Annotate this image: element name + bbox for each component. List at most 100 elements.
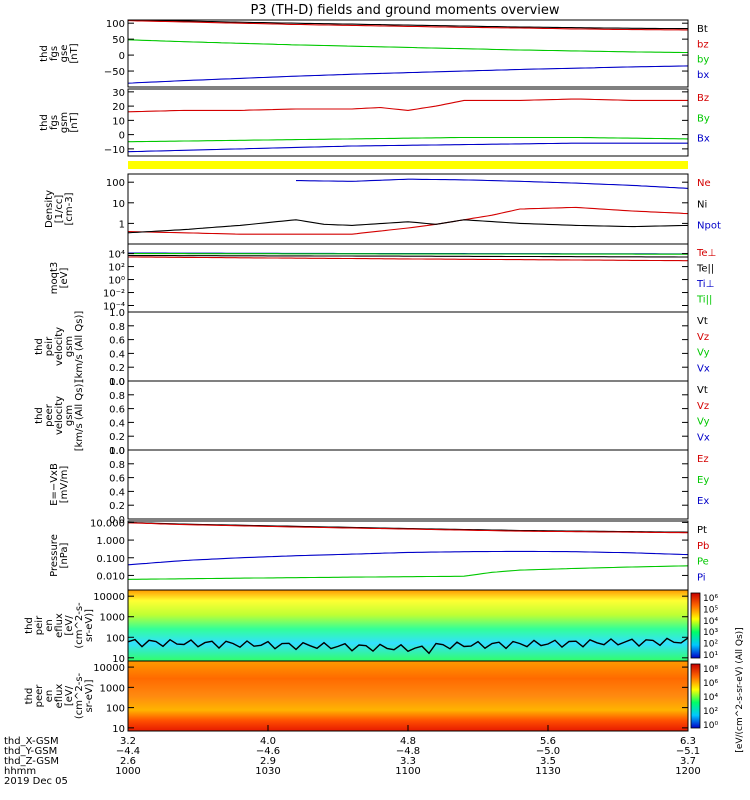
y-axis-label: gsm	[64, 405, 75, 426]
x-tick-label: −4.8	[396, 746, 420, 757]
y-tick-label: 0.010	[96, 571, 125, 582]
y-tick-label: 0.6	[109, 405, 125, 416]
y-axis-label: thd	[34, 338, 45, 355]
y-tick-label: 20	[112, 102, 125, 113]
y-tick-label: 0.4	[109, 418, 125, 429]
y-axis-label: peer	[44, 403, 55, 427]
legend-by: by	[697, 55, 709, 66]
x-tick-label: 3.2	[120, 736, 136, 747]
y-tick-label: 10	[112, 199, 125, 210]
panel-6: Vt Vz Vy Vx 1.0 0.8 0.6 0.4 0.2 0.0 thd peer velocit…	[34, 377, 710, 457]
y-axis-label: Density	[44, 190, 55, 228]
y-axis-label: E=−VxB	[49, 463, 60, 506]
panel-3: Ne Ni Npot 100 10 1 Density [1/cc] [cm-3]	[44, 173, 721, 245]
y-axis-label: eflux	[54, 613, 65, 638]
y-tick-label: 1000	[100, 613, 125, 624]
y-axis-label: gsm	[59, 112, 70, 133]
x-axis-row-label: thd_Y-GSM	[4, 746, 57, 757]
series-line-Bx	[127, 142, 688, 153]
y-axis-label: [mV/m]	[59, 466, 70, 504]
y-tick-label: 0.4	[109, 487, 125, 498]
series-line-Npot	[296, 178, 689, 189]
panel-5: Vt Vz Vy Vx 1.0 0.8 0.6 0.4 0.2 0.0 thd peir velocit…	[34, 308, 710, 388]
y-axis-label: [nPa]	[59, 542, 70, 568]
series-line-Te||	[127, 254, 688, 258]
panel-frame	[127, 311, 689, 382]
legend-Vy: Vy	[697, 417, 710, 428]
legend-Pt: Pt	[697, 525, 707, 536]
y-axis-label: gsm	[64, 336, 75, 357]
colorbar-tick-label: 10¹	[703, 651, 718, 661]
y-axis-label: fgs	[49, 115, 60, 130]
legend-Vt: Vt	[697, 385, 708, 396]
x-tick-label: 4.0	[260, 736, 276, 747]
y-tick-label: 30	[112, 88, 125, 99]
y-axis-label: gse	[59, 45, 70, 63]
x-axis-row-label: thd_Z-GSM	[4, 756, 59, 767]
colorbar-tick-label: 10⁴	[703, 693, 718, 703]
series-line-bx	[127, 65, 689, 84]
y-axis-label: [nT]	[69, 43, 80, 63]
legend-Bz: Bz	[697, 93, 709, 104]
y-axis-label: [eV]	[59, 268, 70, 289]
y-tick-label: 0.0	[109, 377, 125, 388]
legend-bz: bz	[697, 39, 709, 50]
y-tick-label: 1	[119, 219, 125, 230]
legend-Vz: Vz	[697, 332, 709, 343]
y-axis-label: eflux	[54, 684, 65, 709]
x-tick-label: −4.4	[116, 746, 140, 757]
y-tick-label: 0.2	[109, 363, 125, 374]
colorbar-tick-label: 10⁸	[703, 665, 718, 675]
y-tick-label: 10	[112, 724, 125, 735]
y-tick-label: 10⁻²	[103, 289, 125, 300]
legend-bx: bx	[697, 70, 709, 81]
series-line-Pt	[127, 521, 689, 533]
colorbar-tick-label: 10⁶	[703, 594, 718, 604]
y-axis-label: en	[44, 619, 55, 632]
series-line-by	[127, 39, 688, 54]
y-axis-label: [1/cc]	[54, 195, 65, 224]
series-line-Pe	[127, 565, 689, 580]
series-line-Bz	[127, 98, 688, 113]
panel-1: Bt bz by bx 100 50 0 −50 thd fgs gse [nT]	[39, 19, 709, 88]
x-axis-row-label: hhmm	[4, 766, 36, 777]
x-tick-label: −4.6	[256, 746, 280, 757]
y-axis-label: thd	[39, 45, 50, 62]
legend-Vt: Vt	[697, 316, 708, 327]
legend-Bx: Bx	[697, 134, 710, 145]
x-axis-row-label: thd_X-GSM	[4, 736, 59, 747]
y-tick-label: 100	[106, 704, 125, 715]
series-line-bz	[127, 20, 688, 31]
y-axis-label: thd	[39, 114, 50, 131]
x-tick-label: 2.6	[120, 756, 136, 767]
y-tick-label: 0.0	[109, 515, 125, 526]
y-tick-label: 0.6	[109, 336, 125, 347]
y-tick-label: 10000	[93, 663, 125, 674]
y-axis-label: [cm-3]	[64, 192, 75, 225]
y-tick-label: 1.000	[96, 536, 125, 547]
legend-Te⊥: Te⊥	[696, 248, 716, 259]
legend-Bt: Bt	[697, 24, 708, 35]
panel-frame	[127, 449, 689, 520]
panel-frame	[127, 380, 689, 451]
y-axis-label: peir	[34, 615, 45, 635]
legend-Ti⊥: Ti⊥	[696, 279, 714, 290]
colorbar-tick-label: 10⁶	[703, 679, 718, 689]
y-tick-label: 10²	[108, 263, 125, 274]
y-tick-label: 10⁴	[108, 250, 125, 261]
panel-frame	[127, 19, 689, 88]
legend-Ne: Ne	[697, 178, 711, 189]
colorbar-tick-label: 10⁴	[703, 617, 718, 627]
x-tick-label: 3.3	[400, 756, 416, 767]
plot-title: P3 (TH-D) fields and ground moments over…	[250, 3, 559, 18]
y-tick-label: 10	[112, 116, 125, 127]
x-tick-label: 5.6	[540, 736, 556, 747]
panel-frame	[127, 88, 689, 157]
series-line-Te⊥	[128, 256, 688, 262]
x-tick-label: 1200	[675, 766, 700, 777]
legend-Ex: Ex	[697, 496, 709, 507]
y-axis-label: [eV/	[64, 615, 75, 636]
plot-date: 2019 Dec 05	[4, 776, 68, 787]
series-line-Ni	[127, 219, 689, 234]
